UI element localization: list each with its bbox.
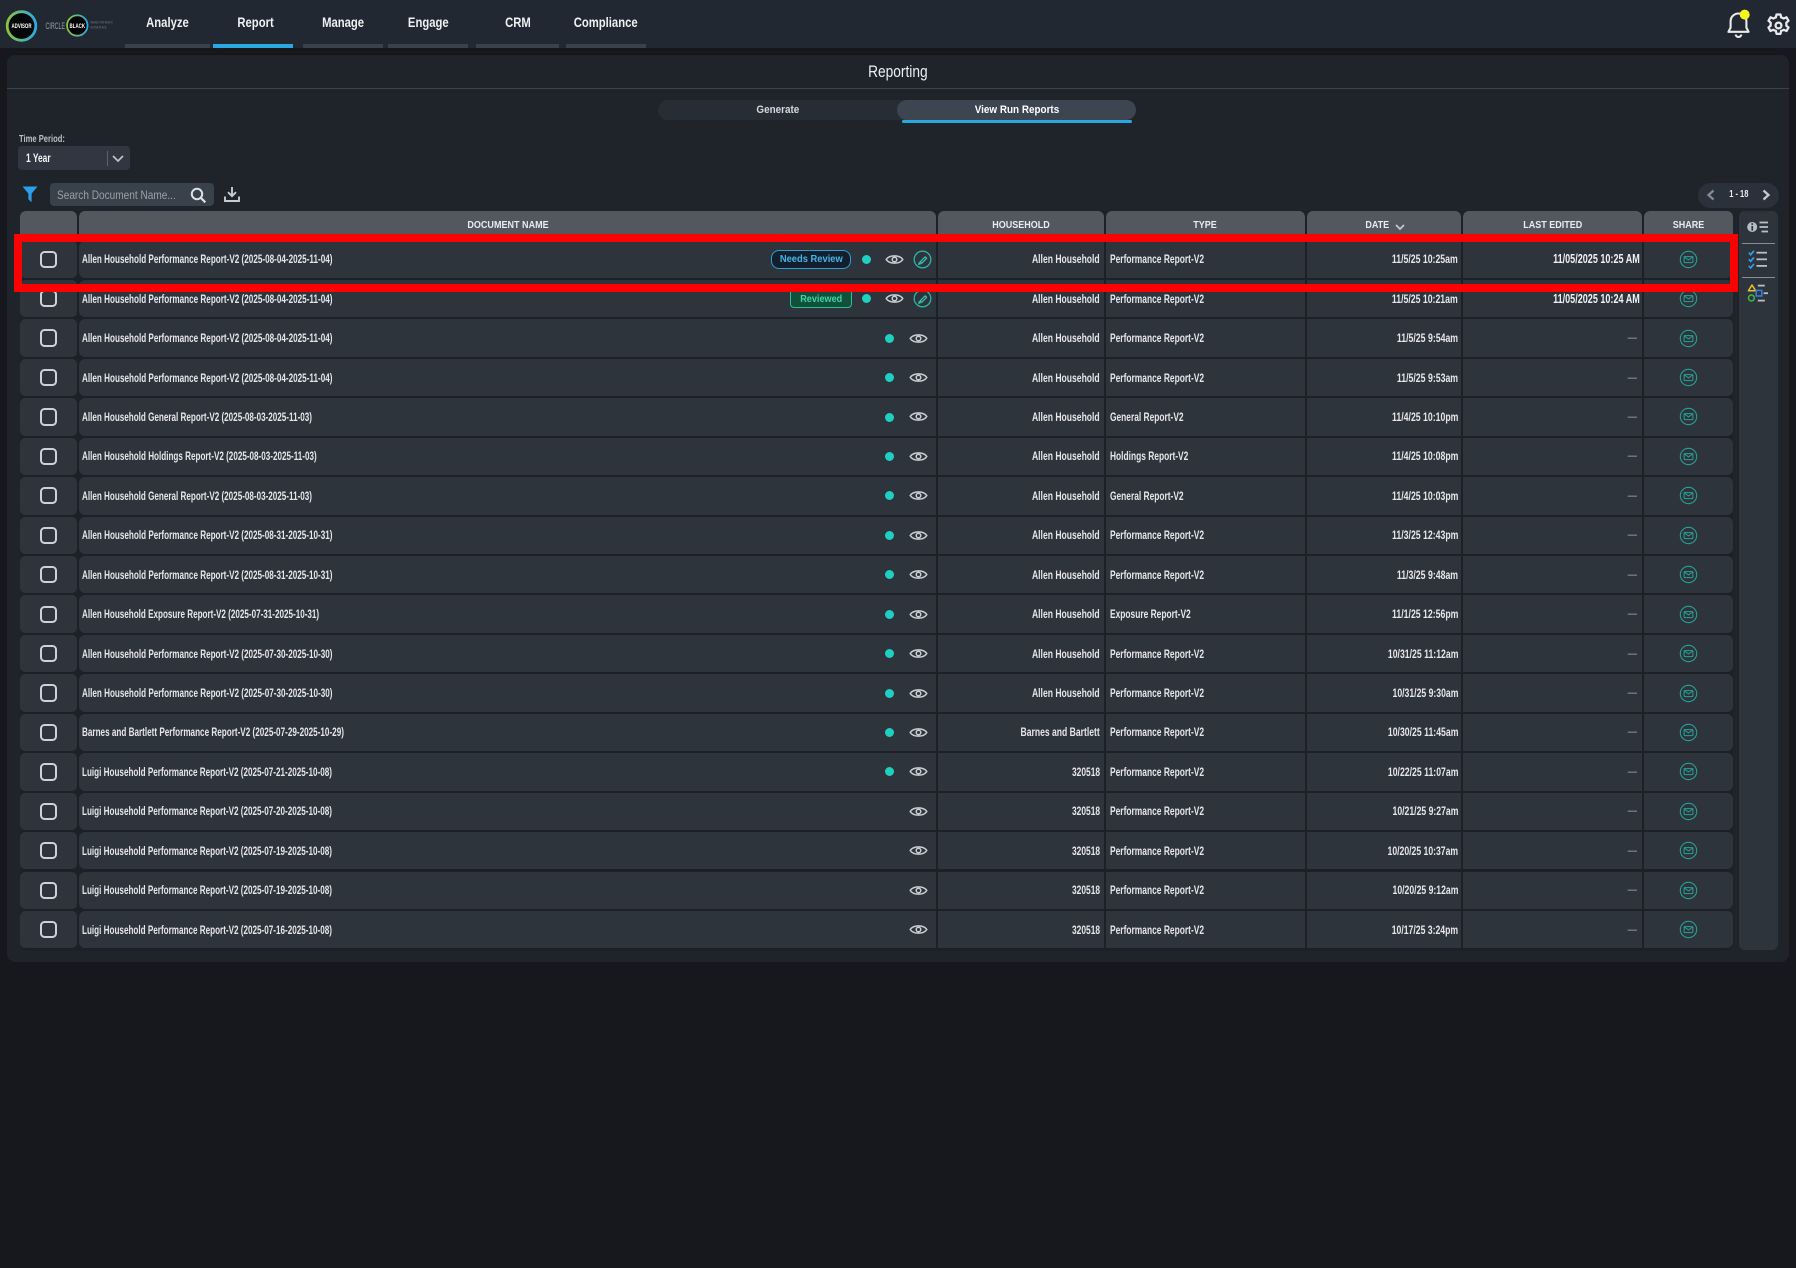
svg-text:CIRCLE: CIRCLE bbox=[46, 21, 66, 32]
svg-text:BLACK: BLACK bbox=[70, 23, 86, 30]
svg-text:ADVISOR: ADVISOR bbox=[12, 24, 32, 30]
svg-text:IN ONE PLACE: IN ONE PLACE bbox=[91, 25, 107, 30]
svg-text:MANAGE YOUR WEALTH: MANAGE YOUR WEALTH bbox=[91, 20, 113, 25]
